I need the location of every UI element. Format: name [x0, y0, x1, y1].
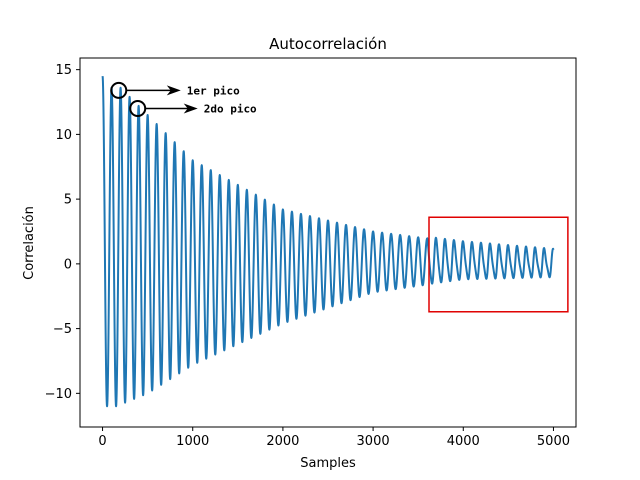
y-tick-label: 0 — [64, 257, 72, 272]
chart-title: Autocorrelación — [269, 35, 387, 53]
x-tick-label: 2000 — [266, 434, 299, 449]
x-tick-label: 3000 — [357, 434, 390, 449]
y-tick-label: 15 — [55, 63, 72, 78]
annotation-label: 1er pico — [187, 84, 240, 97]
y-tick-label: 5 — [64, 193, 72, 208]
x-tick-label: 1000 — [176, 434, 209, 449]
x-tick-label: 5000 — [537, 434, 570, 449]
plot-frame — [79, 57, 577, 428]
x-tick-label: 4000 — [447, 434, 480, 449]
peak-marker-circle — [129, 99, 147, 117]
series-layer — [101, 75, 555, 408]
arrow-head-icon — [166, 85, 181, 96]
series-line-autocorrelacion — [101, 75, 555, 408]
arrow-head-icon — [183, 103, 198, 114]
y-tick-label: 10 — [55, 128, 72, 143]
y-tick-label: −5 — [53, 322, 72, 337]
annotation-label: 2do pico — [204, 102, 257, 115]
annotation-layer: 1er pico 2do pico — [110, 81, 569, 313]
peak-marker-circle — [110, 81, 128, 99]
x-axis-label: Samples — [300, 456, 356, 471]
highlight-box — [428, 216, 569, 313]
y-tick-label: −10 — [45, 387, 72, 402]
axis-layer: 0 1000 2000 3000 4000 5000 −10 −5 0 5 10 15 — [45, 63, 570, 449]
y-axis-label: Correlación — [22, 206, 37, 280]
x-tick-label: 0 — [98, 434, 106, 449]
